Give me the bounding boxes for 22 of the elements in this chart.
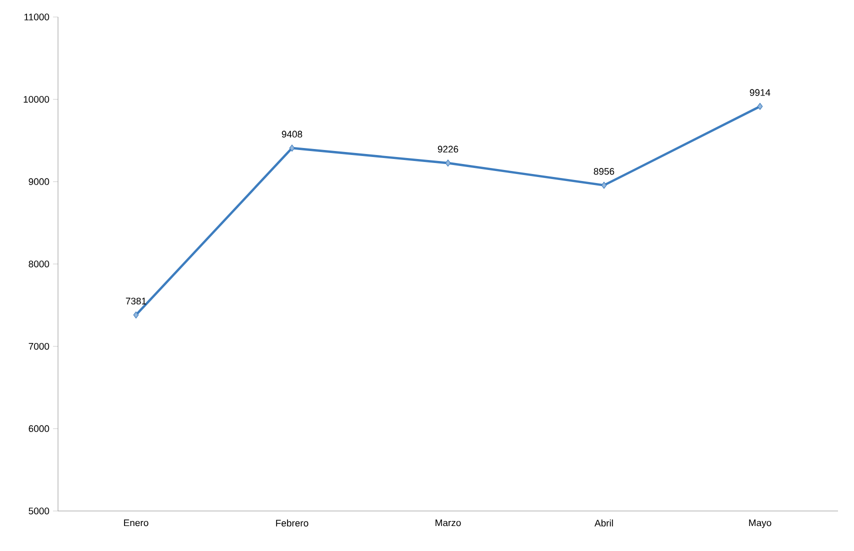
x-tick-label: Mayo	[749, 520, 772, 528]
x-tick-label: Febrero	[276, 520, 308, 526]
data-label: 8956	[594, 168, 614, 175]
y-tick-label: 5000	[28, 508, 50, 514]
data-label: 9226	[438, 146, 458, 153]
point	[445, 160, 451, 167]
data-label: 9914	[750, 89, 770, 96]
data-label: 9408	[282, 130, 302, 138]
point	[289, 144, 295, 152]
y-tick-label: 11000	[24, 14, 50, 20]
y-tick-label: 9000	[28, 178, 50, 186]
x-tick-label: Enero	[124, 520, 148, 526]
point	[601, 182, 607, 189]
y-tick-label: 7000	[28, 342, 50, 350]
point	[757, 102, 763, 110]
y-tick-label: 8000	[28, 260, 50, 268]
y-tick-label: 10000	[24, 96, 50, 103]
y-tick-label: 6000	[28, 425, 50, 432]
point	[133, 311, 139, 318]
x-tick-label: Abril	[594, 520, 613, 526]
data-label: 7381	[126, 298, 146, 304]
x-tick-label: Marzo	[436, 520, 461, 526]
